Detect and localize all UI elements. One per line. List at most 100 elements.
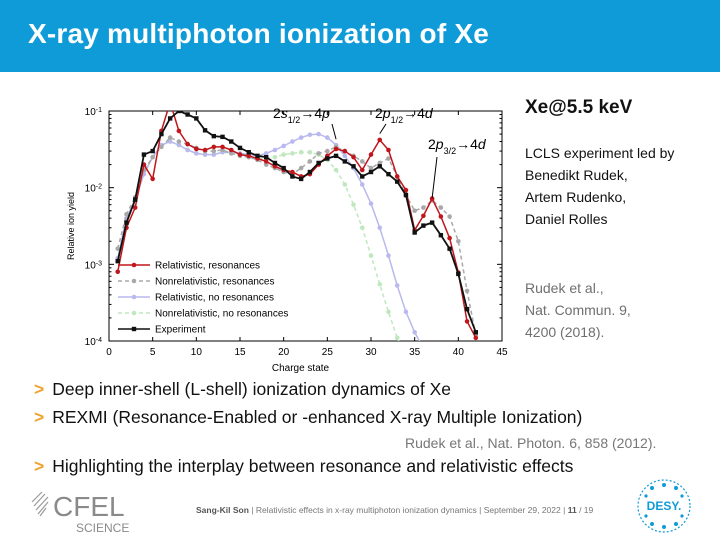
- credit-line-1: LCLS experiment led by: [525, 145, 675, 161]
- annotation-arrow: [331, 123, 337, 140]
- data-point: [368, 152, 374, 157]
- data-point: [298, 176, 304, 182]
- slide-title: X-ray multiphoton ionization of Xe: [28, 18, 490, 49]
- data-point: [281, 165, 286, 171]
- legend-label: Relativistic, resonances: [155, 261, 260, 272]
- data-point: [124, 211, 129, 217]
- data-point: [421, 213, 426, 219]
- credit-line-2: Benedikt Rudek,: [525, 167, 628, 183]
- reference-line-2: Nat. Commun. 9,: [525, 302, 631, 318]
- x-tick-label: 5: [150, 347, 156, 358]
- data-point: [176, 139, 182, 144]
- bullet-marker: >: [34, 407, 45, 427]
- cfel-logo-subtext: SCIENCE: [76, 521, 129, 535]
- legend-marker: [131, 262, 137, 268]
- data-point: [307, 169, 313, 175]
- data-point: [316, 131, 321, 137]
- data-point: [176, 111, 182, 114]
- x-tick-label: 30: [365, 347, 377, 358]
- data-point: [290, 174, 295, 179]
- data-point: [438, 214, 444, 219]
- data-point: [386, 147, 391, 153]
- data-point: [394, 283, 400, 288]
- data-point: [377, 164, 382, 169]
- data-point: [325, 135, 330, 140]
- data-point: [211, 148, 217, 154]
- x-tick-label: 35: [409, 347, 421, 358]
- desy-logo: DESY.: [637, 479, 691, 533]
- data-point: [368, 169, 374, 175]
- x-tick-label: 15: [234, 347, 246, 358]
- transition-label: 2p1/2→4d: [375, 105, 434, 125]
- data-point: [368, 253, 374, 258]
- data-point: [404, 356, 409, 361]
- data-point: [132, 205, 138, 210]
- data-point: [307, 159, 313, 164]
- data-point: [333, 153, 339, 159]
- data-point: [368, 201, 374, 206]
- bullet-text: Highlighting the interplay between reson…: [52, 456, 574, 476]
- data-point: [307, 132, 313, 138]
- data-point: [342, 159, 347, 164]
- data-point: [368, 165, 374, 171]
- legend-marker: [131, 310, 137, 316]
- credit-line-3: Artem Rudenko,: [525, 189, 627, 205]
- data-point: [421, 346, 426, 351]
- bullet-1: > Deep inner-shell (L-shell) ionization d…: [34, 379, 451, 400]
- data-point: [290, 139, 295, 144]
- legend-label: Experiment: [155, 325, 206, 336]
- data-point: [456, 271, 461, 277]
- data-point: [298, 135, 304, 140]
- data-point: [464, 319, 470, 324]
- data-point: [264, 154, 269, 160]
- data-point: [150, 176, 155, 182]
- series-line: [117, 136, 477, 336]
- data-point: [473, 335, 479, 341]
- bullet-text: Deep inner-shell (L-shell) ionization dy…: [52, 379, 452, 399]
- x-axis-label: Charge state: [272, 363, 330, 374]
- desy-logo-text: DESY.: [647, 499, 682, 513]
- data-point: [359, 182, 365, 187]
- data-point: [456, 238, 461, 244]
- data-point: [412, 230, 417, 235]
- x-tick-label: 20: [278, 347, 290, 358]
- legend-marker: [131, 326, 137, 332]
- x-tick-label: 10: [191, 347, 203, 358]
- data-point: [211, 133, 216, 139]
- data-point: [351, 154, 356, 160]
- y-tick-label: 10-4: [85, 337, 102, 349]
- data-point: [429, 196, 435, 201]
- data-point: [394, 174, 400, 179]
- series-5: [115, 111, 478, 335]
- legend-label: Relativistic, no resonances: [155, 293, 274, 304]
- data-point: [438, 232, 444, 238]
- data-point: [272, 154, 278, 160]
- title-bar: X-ray multiphoton ionization of Xe: [0, 0, 720, 72]
- data-point: [115, 258, 120, 264]
- data-point: [228, 147, 234, 153]
- data-point: [159, 131, 164, 137]
- data-point: [351, 202, 356, 207]
- data-point: [412, 329, 417, 335]
- data-point: [194, 146, 199, 152]
- data-point: [307, 149, 313, 155]
- data-point: [150, 154, 155, 160]
- data-point: [438, 205, 444, 210]
- plot-frame: [108, 110, 503, 342]
- data-point: [272, 160, 278, 166]
- x-tick-label: 25: [322, 347, 334, 358]
- footer-author: Sang-Kil Son: [196, 505, 249, 515]
- data-point: [229, 139, 234, 144]
- data-point: [228, 151, 234, 156]
- data-point: [281, 152, 286, 157]
- bullet-marker: >: [34, 379, 45, 399]
- data-point: [386, 171, 391, 177]
- data-point: [168, 100, 173, 105]
- data-point: [333, 146, 339, 152]
- bullet-3: > Highlighting the interplay between reso…: [34, 456, 573, 477]
- data-point: [150, 148, 155, 154]
- data-point: [211, 144, 217, 150]
- data-point: [263, 162, 269, 167]
- data-point: [386, 156, 391, 161]
- data-point: [202, 147, 208, 153]
